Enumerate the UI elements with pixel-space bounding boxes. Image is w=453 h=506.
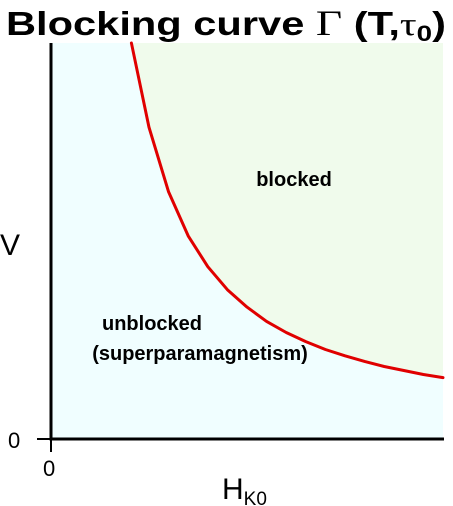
x-axis-label-main: H (222, 473, 244, 506)
x-axis-label-sub: K0 (244, 489, 267, 506)
tau-subscript: 0 (417, 21, 432, 46)
blocked-region (131, 43, 443, 378)
title-prefix: Blocking curve (6, 5, 316, 42)
x-tick-label: 0 (43, 456, 55, 481)
title-close: ) (432, 5, 446, 42)
title-open: (T, (342, 5, 400, 42)
blocked-label: blocked (256, 169, 332, 191)
unblocked-label: unblocked (102, 313, 202, 335)
gamma-symbol: Γ (316, 3, 342, 43)
y-axis-label: V (0, 229, 20, 262)
x-axis-label: HK0 (222, 473, 267, 506)
y-tick-label: 0 (8, 428, 20, 453)
tau-symbol: τ (400, 7, 417, 43)
blocking-curve-line (129, 41, 445, 380)
chart-title: Blocking curve Γ (T, τ 0) (6, 3, 446, 46)
superparamagnetism-label: (superparamagnetism) (92, 343, 308, 365)
